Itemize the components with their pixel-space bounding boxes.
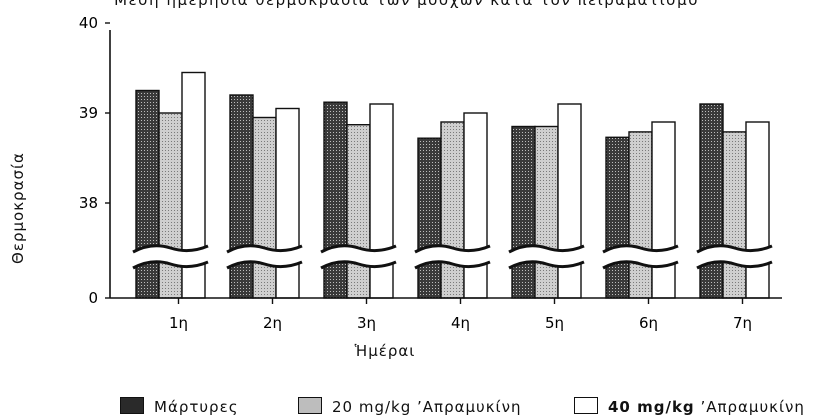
axis-break-line <box>508 244 585 254</box>
axis-break-line <box>414 260 491 270</box>
y-tick-label: 39 <box>79 104 98 122</box>
axis-break-line <box>602 244 679 254</box>
legend-item-20mg: 20 mg/kg ’Απραμυκίνη <box>298 397 522 416</box>
axis-break-line <box>320 244 397 254</box>
legend-label: 20 mg/kg ’Απραμυκίνη <box>332 398 522 416</box>
bar-3-4 <box>463 112 488 299</box>
y-tick-label: 40 <box>79 14 98 32</box>
legend-item-40mg: 40 mg/kg ’Απραμυκίνη <box>574 397 805 416</box>
legend-label: Μάρτυρες <box>154 398 239 416</box>
axis-break-line <box>320 260 397 270</box>
legend-item-controls: Μάρτυρες <box>120 397 239 416</box>
bar-2-6 <box>628 131 653 299</box>
bar-3-5 <box>557 103 582 299</box>
axis-break-line <box>132 244 209 254</box>
bar-2-2 <box>252 116 277 299</box>
chart-title: Μέση ημερήσια θερμοκρασία των μόσχων κατ… <box>114 0 699 9</box>
y-axis-label: Θερμοκρασία <box>9 152 27 264</box>
bar-3-2 <box>275 107 300 299</box>
axis-break-line <box>132 260 209 270</box>
bar-1-3 <box>323 101 348 299</box>
bar-2-3 <box>346 123 371 299</box>
x-tick-label: 4η <box>451 314 470 332</box>
bar-2-1 <box>158 112 183 299</box>
axis-break-line <box>602 260 679 270</box>
y-tick-label: 38 <box>79 194 98 212</box>
bar-1-4 <box>417 137 442 299</box>
bar-1-2 <box>229 94 254 299</box>
axis-break-line <box>226 260 303 270</box>
axes-group <box>109 30 782 299</box>
y-tick-label: 0 <box>88 289 98 307</box>
bar-1-7 <box>699 103 724 299</box>
axis-break-line <box>508 260 585 270</box>
bar-2-4 <box>440 121 465 299</box>
x-ticks-group: 1η 2η 3η 4η 5η 6η 7η <box>169 298 752 332</box>
x-tick-label: 1η <box>169 314 188 332</box>
axis-break-line <box>696 244 773 254</box>
legend-label: ’Απραμυκίνη <box>700 398 805 416</box>
bar-3-7 <box>745 121 770 299</box>
axis-break-line <box>226 244 303 254</box>
bar-3-3 <box>369 103 394 299</box>
x-tick-label: 6η <box>639 314 658 332</box>
x-tick-label: 7η <box>733 314 752 332</box>
legend-swatch-dark <box>120 397 144 414</box>
bar-1-1 <box>135 89 160 299</box>
bars-group <box>132 71 773 299</box>
x-tick-label: 3η <box>357 314 376 332</box>
legend-dose: 40 mg/kg <box>608 398 695 416</box>
bar-2-7 <box>722 131 747 299</box>
legend-swatch-white <box>574 397 598 414</box>
bar-3-6 <box>651 121 676 299</box>
x-axis-label: Ἡμέραι <box>354 342 416 360</box>
x-tick-label: 5η <box>545 314 564 332</box>
y-ticks-group: 0 38 39 40 <box>79 14 110 307</box>
axis-break-line <box>414 244 491 254</box>
x-tick-label: 2η <box>263 314 282 332</box>
legend-swatch-light <box>298 397 322 414</box>
bar-2-5 <box>534 125 559 299</box>
axis-break-line <box>696 260 773 270</box>
bar-1-6 <box>605 136 630 299</box>
bar-1-5 <box>511 125 536 299</box>
